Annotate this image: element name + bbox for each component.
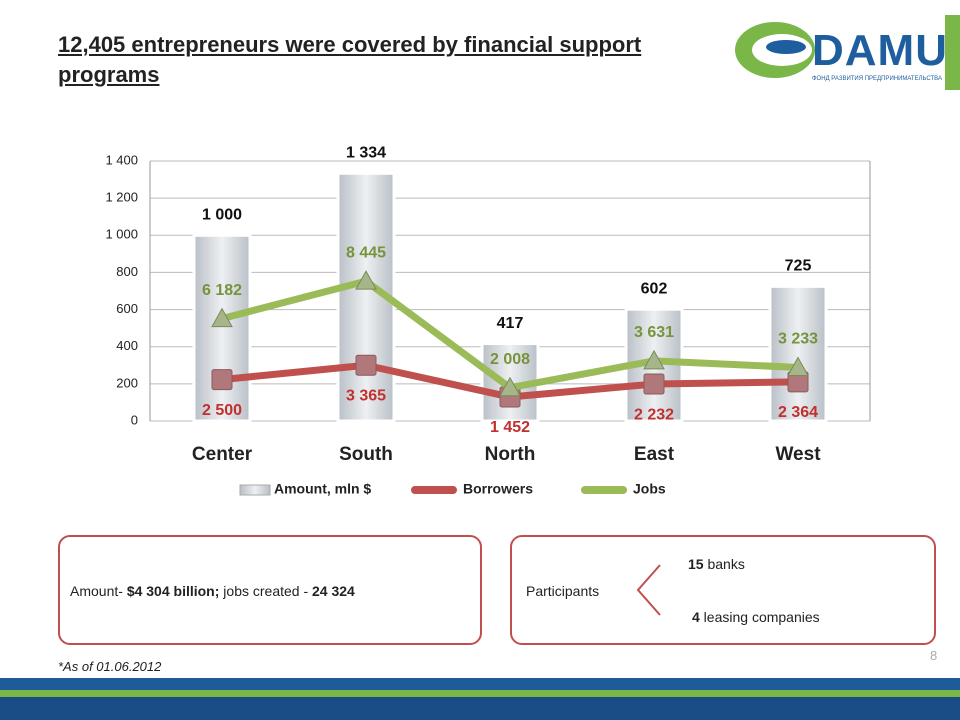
jobs-marker: [643, 349, 665, 370]
logo: DAMU: [812, 26, 948, 75]
y-tick-label: 400: [116, 338, 138, 353]
bottom-band-dark: [0, 697, 960, 720]
slide-title: 12,405 entrepreneurs were covered by fin…: [58, 32, 642, 87]
x-tick-label: Center: [192, 444, 253, 465]
x-tick-label: East: [634, 444, 675, 465]
bar: [768, 284, 828, 423]
line-value-label: 3 233: [778, 331, 818, 348]
jobs-marker: [211, 307, 233, 328]
bar-value-label: 1 334: [346, 144, 386, 161]
legend-label: Jobs: [633, 481, 666, 497]
borrowers-marker: [643, 373, 665, 395]
logo-swoosh-core: [766, 40, 806, 54]
line-value-label: 3 631: [634, 324, 674, 341]
participants-label: Participants: [526, 583, 600, 599]
bar: [192, 233, 252, 423]
logo-subtitle: ФОНД РАЗВИТИЯ ПРЕДПРИНИМАТЕЛЬСТВА: [812, 76, 942, 82]
summary-text: Amount- $4 304 billion; jobs created - 2…: [70, 583, 355, 599]
banks-text: banks: [703, 556, 745, 572]
summary-jobs: 24 324: [312, 583, 355, 599]
jobs-marker: [355, 270, 377, 290]
legend-label: Amount, mln $: [274, 481, 371, 497]
summary-prefix: Amount-: [70, 583, 127, 599]
line-value-label: 2 008: [490, 351, 530, 368]
corner-bar: [945, 15, 960, 90]
footnote: *As of 01.06.2012: [58, 659, 162, 674]
x-tick-label: South: [339, 444, 393, 465]
chart: 0 200 400 600 800 1 000 1 200 1 400 Center South N…: [105, 144, 871, 497]
leasing: 4 leasing companies: [692, 609, 820, 625]
page-number: 8: [930, 648, 938, 663]
jobs-marker: [499, 376, 521, 397]
bar-value-label: 602: [641, 280, 668, 297]
leasing-text: leasing companies: [699, 609, 820, 625]
line-value-label: 1 452: [490, 419, 530, 436]
y-tick-label: 0: [131, 412, 138, 427]
bar-value-label: 725: [785, 258, 812, 275]
leasing-count: 4: [692, 609, 700, 625]
line-value-label: 2 500: [202, 402, 242, 419]
x-tick-label: North: [485, 444, 536, 465]
bar-value-label: 1 000: [202, 207, 242, 224]
line-value-label: 3 365: [346, 387, 386, 404]
legend-label: Borrowers: [463, 481, 533, 497]
bracket: [636, 564, 661, 616]
borrowers-marker: [211, 369, 233, 391]
banks: 15 banks: [688, 556, 745, 572]
participants-box: Participants 15 banks 4 leasing companie…: [510, 535, 936, 645]
bar-value-label: 417: [497, 315, 524, 332]
y-tick-label: 1 200: [105, 190, 138, 205]
jobs-marker: [787, 356, 809, 376]
bottom-band-green: [0, 690, 960, 697]
summary-amount: $4 304 billion;: [126, 583, 220, 599]
line-value-label: 2 232: [634, 406, 674, 423]
line-value-label: 8 445: [346, 244, 386, 261]
bottom-band: [0, 678, 960, 690]
summary-box: Amount- $4 304 billion; jobs created - 2…: [58, 535, 482, 645]
y-tick-label: 1 400: [105, 152, 138, 167]
y-tick-label: 1 000: [105, 227, 138, 242]
x-tick-label: West: [775, 444, 821, 465]
summary-middle: jobs created -: [219, 583, 313, 599]
line-value-label: 2 364: [778, 404, 818, 421]
y-tick-label: 800: [116, 264, 138, 279]
banks-count: 15: [688, 556, 704, 572]
y-tick-label: 200: [116, 375, 138, 390]
legend-swatch: [239, 484, 271, 496]
y-tick-label: 600: [116, 301, 138, 316]
borrowers-marker: [355, 354, 377, 376]
line-value-label: 6 182: [202, 282, 242, 299]
